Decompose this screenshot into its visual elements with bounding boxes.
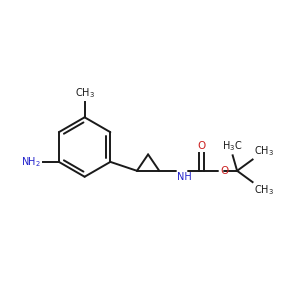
Text: O: O <box>197 141 206 151</box>
Text: CH$_3$: CH$_3$ <box>75 86 94 100</box>
Text: O: O <box>220 166 228 176</box>
Text: NH$_2$: NH$_2$ <box>21 155 41 169</box>
Text: CH$_3$: CH$_3$ <box>254 184 274 197</box>
Text: CH$_3$: CH$_3$ <box>254 144 274 158</box>
Text: NH: NH <box>177 172 191 182</box>
Text: H$_3$C: H$_3$C <box>223 140 243 153</box>
